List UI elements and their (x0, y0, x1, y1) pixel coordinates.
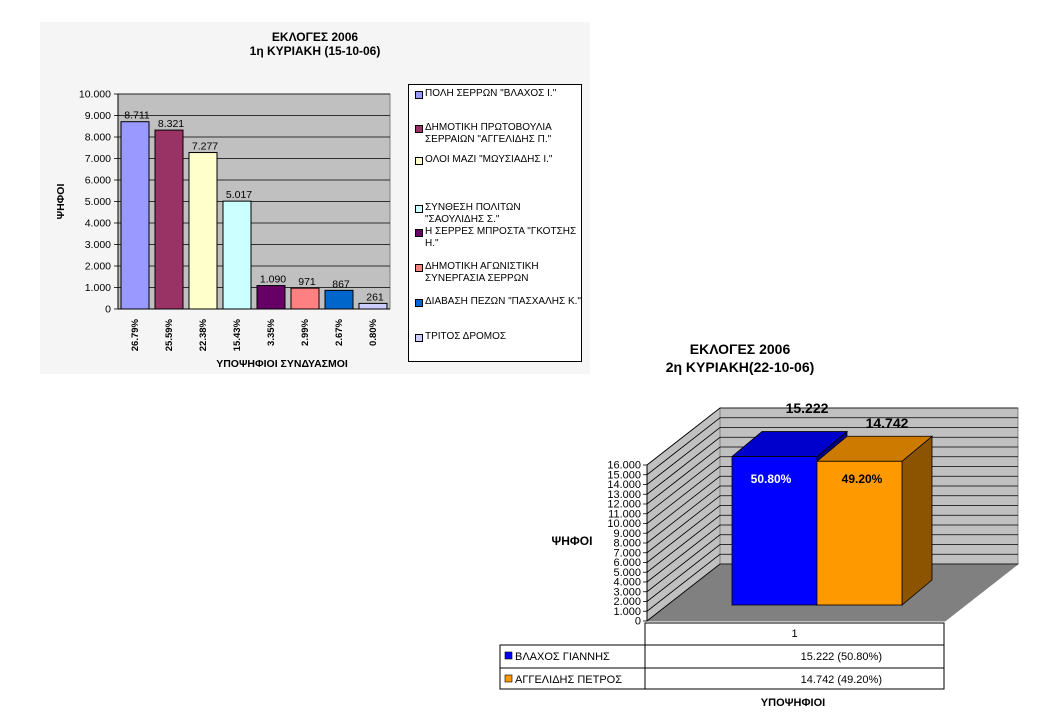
chart2-y-tick-label: 11.000 (608, 508, 641, 520)
chart2-table-swatch (504, 674, 513, 683)
chart1-bar (120, 121, 150, 310)
chart1-legend-label: ΔΗΜΟΤΙΚΗ ΑΓΩΝΙΣΤΙΚΗ ΣΥΝΕΡΓΑΣΙΑ ΣΕΡΡΩΝ (425, 261, 539, 284)
chart1-data-label: 971 (298, 276, 316, 288)
chart1-data-label: 5.017 (226, 189, 252, 201)
chart1-bar (188, 152, 218, 310)
chart2-y-tick-label: 4.000 (613, 577, 641, 589)
chart1-legend-swatch (415, 334, 423, 342)
chart1-x-tick-label: 2.67% (334, 318, 345, 345)
chart2-table-series-name: ΒΛΑΧΟΣ ΓΙΑΝΝΗΣ (515, 651, 610, 663)
chart2-y-axis-label: ΨΗΦΟΙ (552, 534, 593, 548)
chart1-x-axis-label: ΥΠΟΨΗΦΙΟΙ ΣΥΝΔΥΑΣΜΟΙ (216, 358, 348, 370)
chart1-legend-swatch (415, 299, 423, 307)
chart1-y-tick-label: 8.000 (85, 132, 111, 144)
chart1-title-line1: ΕΚΛΟΓΕΣ 2006 (271, 30, 359, 44)
chart2-y-tick-label: 10.000 (607, 518, 641, 530)
chart1-data-label: 1.090 (260, 274, 286, 286)
chart2-y-tick-label: 3.000 (613, 586, 641, 598)
chart1-plot: 0 1.000 2.000 3.000 4.000 5.000 6.000 7.000 8.00… (55, 89, 391, 370)
chart2-y-tick-label: 12.000 (607, 499, 641, 511)
chart1-y-axis-label: ΨΗΦΟΙ (55, 184, 67, 220)
chart1-y-tick-label: 6.000 (85, 175, 111, 187)
chart1-legend-label: ΔΙΑΒΑΣΗ ΠΕΖΩΝ "ΠΑΣΧΑΛΗΣ Κ." (425, 296, 581, 307)
chart2-table-value: 15.222 (50.80%) (801, 651, 882, 663)
chart2-title-line1: ΕΚΛΟΓΕΣ 2006 (689, 341, 791, 357)
chart2-table-value: 14.742 (49.20%) (801, 674, 882, 686)
chart2-y-tick-label: 2.000 (613, 596, 641, 608)
chart2-y-tick-label: 6.000 (613, 557, 641, 569)
chart2-y-tick-label: 0 (635, 616, 641, 628)
chart1-data-label: 8.711 (124, 110, 150, 122)
chart2-table-series-name: ΑΓΓΕΛΙΔΗΣ ΠΕΤΡΟΣ (515, 674, 622, 686)
chart1-title: ΕΚΛΟΓΕΣ 2006 1η ΚΥΡΙΑΚΗ (15-10-06) (215, 30, 415, 58)
chart1-legend-label: ΟΛΟΙ ΜΑΖΙ "ΜΩΥΣΙΑΔΗΣ Ι." (425, 154, 553, 165)
chart1-y-tick-label: 2.000 (85, 261, 111, 273)
chart2-gridline (646, 427, 1018, 485)
chart2-y-tick-label: 16.000 (607, 460, 641, 472)
chart1-y-tick-label: 10.000 (79, 89, 111, 101)
chart1-y-tick-label: 7.000 (85, 153, 111, 165)
chart1-legend-swatch (415, 91, 423, 99)
chart2-percent-label: 50.80% (751, 472, 792, 486)
chart1-data-label: 8.321 (158, 118, 184, 130)
chart1-x-tick-label: 15.43% (232, 318, 243, 351)
chart1-y-tick-label: 9.000 (85, 110, 111, 122)
chart1-x-tick-label: 25.59% (164, 318, 175, 351)
chart2-subtitle: 2η ΚΥΡΙΑΚΗ(22-10-06) (665, 359, 815, 375)
chart1-legend-swatch (415, 205, 423, 213)
chart1-legend-swatch (415, 264, 423, 272)
chart2-value-label: 14.742 (866, 415, 909, 431)
chart1-x-tick-label: 2.99% (300, 318, 311, 345)
chart1-legend-swatch (415, 229, 423, 237)
chart1-data-label: 261 (366, 291, 384, 303)
chart2-x-axis-label: ΥΠΟΨΗΦΙΟΙ (761, 697, 825, 709)
chart2-y-tick-label: 8.000 (613, 538, 641, 550)
chart1-y-tick-label: 0 (105, 304, 111, 316)
chart2-y-tick-label: 13.000 (607, 489, 641, 501)
chart1-x-tick-label: 26.79% (130, 318, 141, 351)
chart1-bar (154, 129, 184, 310)
chart1-subtitle: 1η ΚΥΡΙΑΚΗ (15-10-06) (249, 44, 381, 58)
chart2-table-swatch (504, 651, 513, 660)
chart2-y-tick-label: 5.000 (613, 567, 641, 579)
chart2-y-tick-label: 7.000 (613, 547, 641, 559)
chart2-title: ΕΚΛΟΓΕΣ 2006 2η ΚΥΡΙΑΚΗ(22-10-06) (620, 340, 860, 376)
chart1-y-tick-label: 1.000 (85, 282, 111, 294)
chart2-gridline (646, 417, 1018, 476)
chart1-legend-swatch (415, 125, 423, 133)
chart1-legend-label: ΣΥΝΘΕΣΗ ΠΟΛΙΤΩΝ "ΣΑΟΥΛΙΔΗΣ Σ." (425, 202, 521, 225)
chart1-bar (222, 200, 252, 310)
chart1-y-tick-label: 3.000 (85, 239, 111, 251)
chart1-legend-label: ΠΟΛΗ ΣΕΡΡΩΝ "ΒΛΑΧΟΣ Ι." (425, 88, 557, 99)
chart1-x-tick-label: 0.80% (368, 318, 379, 345)
chart2-y-tick-label: 15.000 (607, 469, 641, 481)
chart2-percent-label: 49.20% (842, 472, 883, 486)
chart1-y-tick-label: 4.000 (85, 218, 111, 230)
chart2-value-label: 15.222 (786, 400, 829, 416)
chart1-legend-label: ΔΗΜΟΤΙΚΗ ΠΡΩΤΟΒΟΥΛΙΑ ΣΕΡΡΑΙΩΝ "ΑΓΓΕΛΙΔΗΣ… (425, 122, 552, 145)
chart2-y-tick-label: 14.000 (607, 479, 641, 491)
chart1-x-tick-label: 3.35% (266, 318, 277, 345)
chart1-legend: ΠΟΛΗ ΣΕΡΡΩΝ "ΒΛΑΧΟΣ Ι." ΔΗΜΟΤΙΚΗ ΠΡΩΤΟΒΟΥ… (408, 84, 582, 362)
chart1-legend-swatch (415, 157, 423, 165)
chart2-x-tick-label: 1 (791, 628, 797, 640)
chart1-data-label: 867 (332, 278, 350, 290)
chart1-legend-label: Η ΣΕΡΡΕΣ ΜΠΡΟΣΤΑ "ΓΚΟΤΣΗΣ Η." (425, 226, 577, 249)
chart2-data-table (644, 622, 945, 690)
chart2-bar (816, 460, 903, 606)
chart1-y-tick-label: 5.000 (85, 196, 111, 208)
chart2-y-tick-label: 9.000 (613, 528, 641, 540)
chart1-legend-label: ΤΡΙΤΟΣ ΔΡΟΜΟΣ (425, 331, 507, 342)
chart1-data-label: 7.277 (192, 141, 218, 153)
chart2-bar-side (901, 435, 933, 606)
chart1-x-tick-label: 22.38% (198, 318, 209, 351)
chart2-bar (731, 456, 818, 606)
chart2-y-tick-label: 1.000 (613, 606, 641, 618)
chart2-gridline (646, 407, 1018, 466)
